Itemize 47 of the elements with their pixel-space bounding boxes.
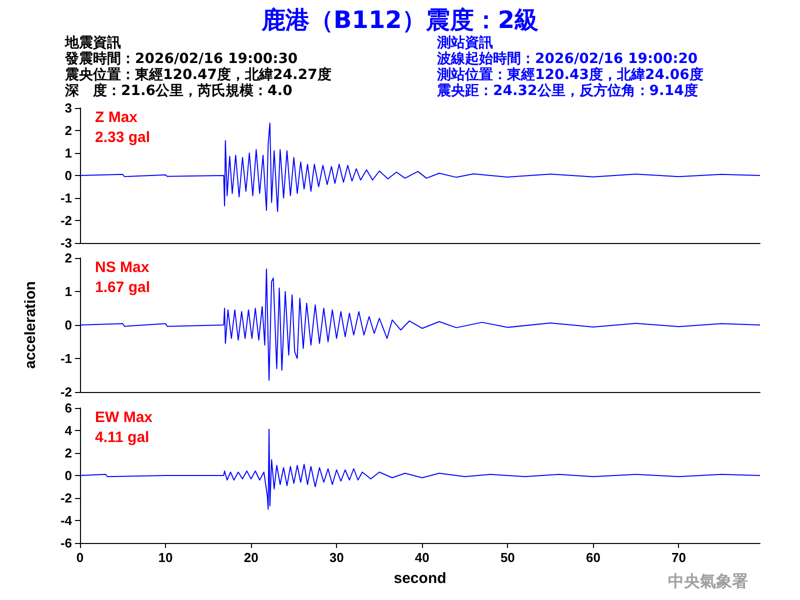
x-tick-label: 20 bbox=[244, 550, 258, 565]
x-tick-label: 40 bbox=[414, 550, 430, 565]
y-tick-label: 0 bbox=[64, 468, 72, 483]
x-tick-label: 70 bbox=[672, 550, 686, 565]
text: 震央距：24.32公里，反方位角：9.14度 bbox=[437, 83, 699, 99]
y-tick-label: 2 bbox=[64, 446, 72, 460]
annotation: Z Max bbox=[95, 109, 138, 126]
y-tick-label: -3 bbox=[60, 236, 72, 250]
y-tick-label: 3 bbox=[64, 100, 72, 116]
chart-title: 鹿港（B112）震度：2級 bbox=[260, 5, 540, 35]
y-tick-label: 4 bbox=[64, 423, 73, 438]
line-series bbox=[80, 428, 760, 510]
x-tick-label: 0 bbox=[76, 550, 84, 565]
text: 地震資訊 bbox=[65, 35, 122, 51]
text: 震央位置：東經120.47度，北緯24.27度 bbox=[65, 67, 332, 83]
y-tick-label: -4 bbox=[60, 513, 73, 528]
y-tick-label: 1 bbox=[64, 284, 72, 299]
y-tick-label: 6 bbox=[64, 400, 72, 416]
y-tick-label: 0 bbox=[64, 318, 72, 332]
annotation: 4.11 gal bbox=[95, 429, 150, 446]
text: 深 度：21.6公里，芮氏規模：4.0 bbox=[65, 83, 294, 99]
x-tick-label: 50 bbox=[500, 550, 515, 565]
text: 波線起始時間：2026/02/16 19:00:20 bbox=[437, 51, 698, 67]
annotation: 1.67 gal bbox=[95, 279, 150, 296]
y-tick-label: 1 bbox=[64, 146, 72, 160]
line-series bbox=[80, 122, 760, 212]
y-tick-label: -1 bbox=[60, 190, 72, 206]
y-tick-label: -2 bbox=[60, 384, 72, 400]
x-tick-label: 30 bbox=[329, 550, 344, 565]
y-axis-title: acceleration bbox=[22, 281, 39, 369]
annotation: NS Max bbox=[95, 259, 150, 276]
y-tick-label: -1 bbox=[60, 351, 72, 366]
y-tick-label: 2 bbox=[64, 250, 72, 266]
y-tick-label: 0 bbox=[64, 168, 72, 183]
text: 測站資訊 bbox=[437, 35, 494, 51]
x-tick-label: 60 bbox=[586, 550, 600, 565]
y-tick-label: -2 bbox=[60, 490, 72, 506]
text: 發震時間：2026/02/16 19:00:30 bbox=[65, 51, 299, 67]
x-tick-label: 10 bbox=[158, 550, 173, 565]
text: 測站位置：東經120.43度，北緯24.06度 bbox=[437, 67, 704, 83]
x-axis-title: second bbox=[394, 570, 446, 587]
y-tick-label: -2 bbox=[60, 213, 72, 228]
annotation: 2.33 gal bbox=[95, 129, 150, 146]
y-tick-label: -6 bbox=[60, 536, 72, 550]
text: 中央氣象署 bbox=[668, 572, 748, 590]
y-tick-label: 2 bbox=[64, 123, 72, 138]
annotation: EW Max bbox=[95, 409, 154, 426]
